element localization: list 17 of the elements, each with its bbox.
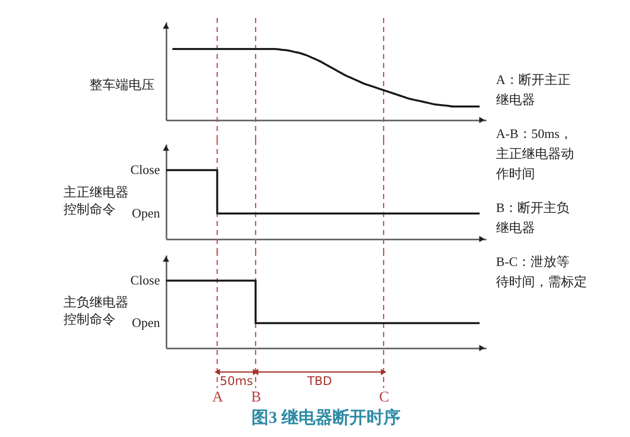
text: 图3 继电器断开时序 bbox=[252, 408, 400, 427]
y-axis-title: 主正继电器控制命令 bbox=[64, 184, 128, 216]
text: B：断开主负继电器 bbox=[496, 200, 570, 235]
y-axis-title: 主负继电器控制命令 bbox=[64, 294, 128, 326]
text: Close bbox=[130, 162, 160, 178]
text: TBD bbox=[306, 374, 332, 388]
x-tick-label: C bbox=[379, 390, 390, 406]
text: 50ms bbox=[220, 374, 254, 388]
text: Close bbox=[130, 272, 160, 288]
text: A-B：50ms，主正继电器动作时间 bbox=[495, 126, 574, 181]
y-axis-title: 整车端电压 bbox=[90, 76, 154, 92]
text: Open bbox=[132, 206, 160, 221]
x-tick-label: A bbox=[212, 390, 224, 406]
text: B-C：泄放等待时间，需标定 bbox=[496, 254, 587, 289]
text: Open bbox=[132, 315, 160, 330]
text: A：断开主正继电器 bbox=[496, 72, 570, 107]
x-tick-label: B bbox=[251, 390, 262, 406]
